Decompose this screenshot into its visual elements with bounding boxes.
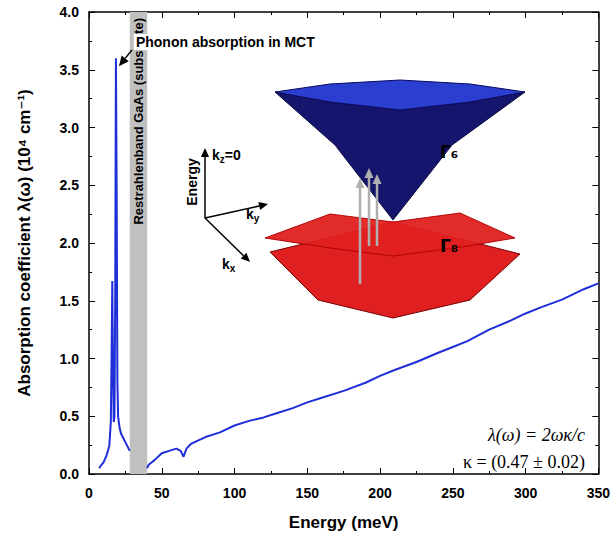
svg-text:k: k: [222, 256, 230, 272]
svg-text:200: 200: [368, 485, 392, 501]
svg-text:Absorption coefficient λ(ω) (1: Absorption coefficient λ(ω) (10⁴ cm⁻¹): [15, 89, 34, 397]
svg-text:=0: =0: [225, 147, 241, 163]
svg-text:y: y: [254, 213, 260, 224]
svg-text:0: 0: [85, 485, 93, 501]
svg-text:Energy (meV): Energy (meV): [289, 513, 399, 532]
svg-text:Phonon absorption in MCT: Phonon absorption in MCT: [136, 34, 315, 50]
svg-text:350: 350: [587, 485, 611, 501]
svg-text:x: x: [230, 263, 236, 274]
svg-text:λ(ω) = 2ωκ/c: λ(ω) = 2ωκ/c: [487, 425, 585, 446]
svg-text:2.0: 2.0: [60, 235, 80, 251]
html-text:kz: kz: [212, 147, 225, 165]
svg-text:300: 300: [514, 485, 538, 501]
svg-text:Γ₈: Γ₈: [440, 236, 458, 256]
svg-text:k: k: [246, 206, 254, 222]
svg-text:Energy: Energy: [184, 158, 200, 206]
svg-text:100: 100: [223, 485, 247, 501]
svg-text:κ = (0.47 ± 0.02): κ = (0.47 ± 0.02): [463, 452, 585, 473]
svg-text:50: 50: [154, 485, 170, 501]
svg-text:2.5: 2.5: [60, 177, 80, 193]
svg-text:0.0: 0.0: [60, 466, 80, 482]
svg-text:1.0: 1.0: [60, 351, 80, 367]
svg-text:4.0: 4.0: [60, 4, 80, 20]
svg-text:150: 150: [296, 485, 320, 501]
svg-text:0.5: 0.5: [60, 408, 80, 424]
svg-text:1.5: 1.5: [60, 293, 80, 309]
svg-text:3.0: 3.0: [60, 120, 80, 136]
svg-text:Restrahlenband GaAs (substrate: Restrahlenband GaAs (substrate): [131, 18, 146, 225]
svg-text:3.5: 3.5: [60, 62, 80, 78]
svg-text:250: 250: [441, 485, 465, 501]
svg-text:Γ₆: Γ₆: [440, 142, 458, 162]
